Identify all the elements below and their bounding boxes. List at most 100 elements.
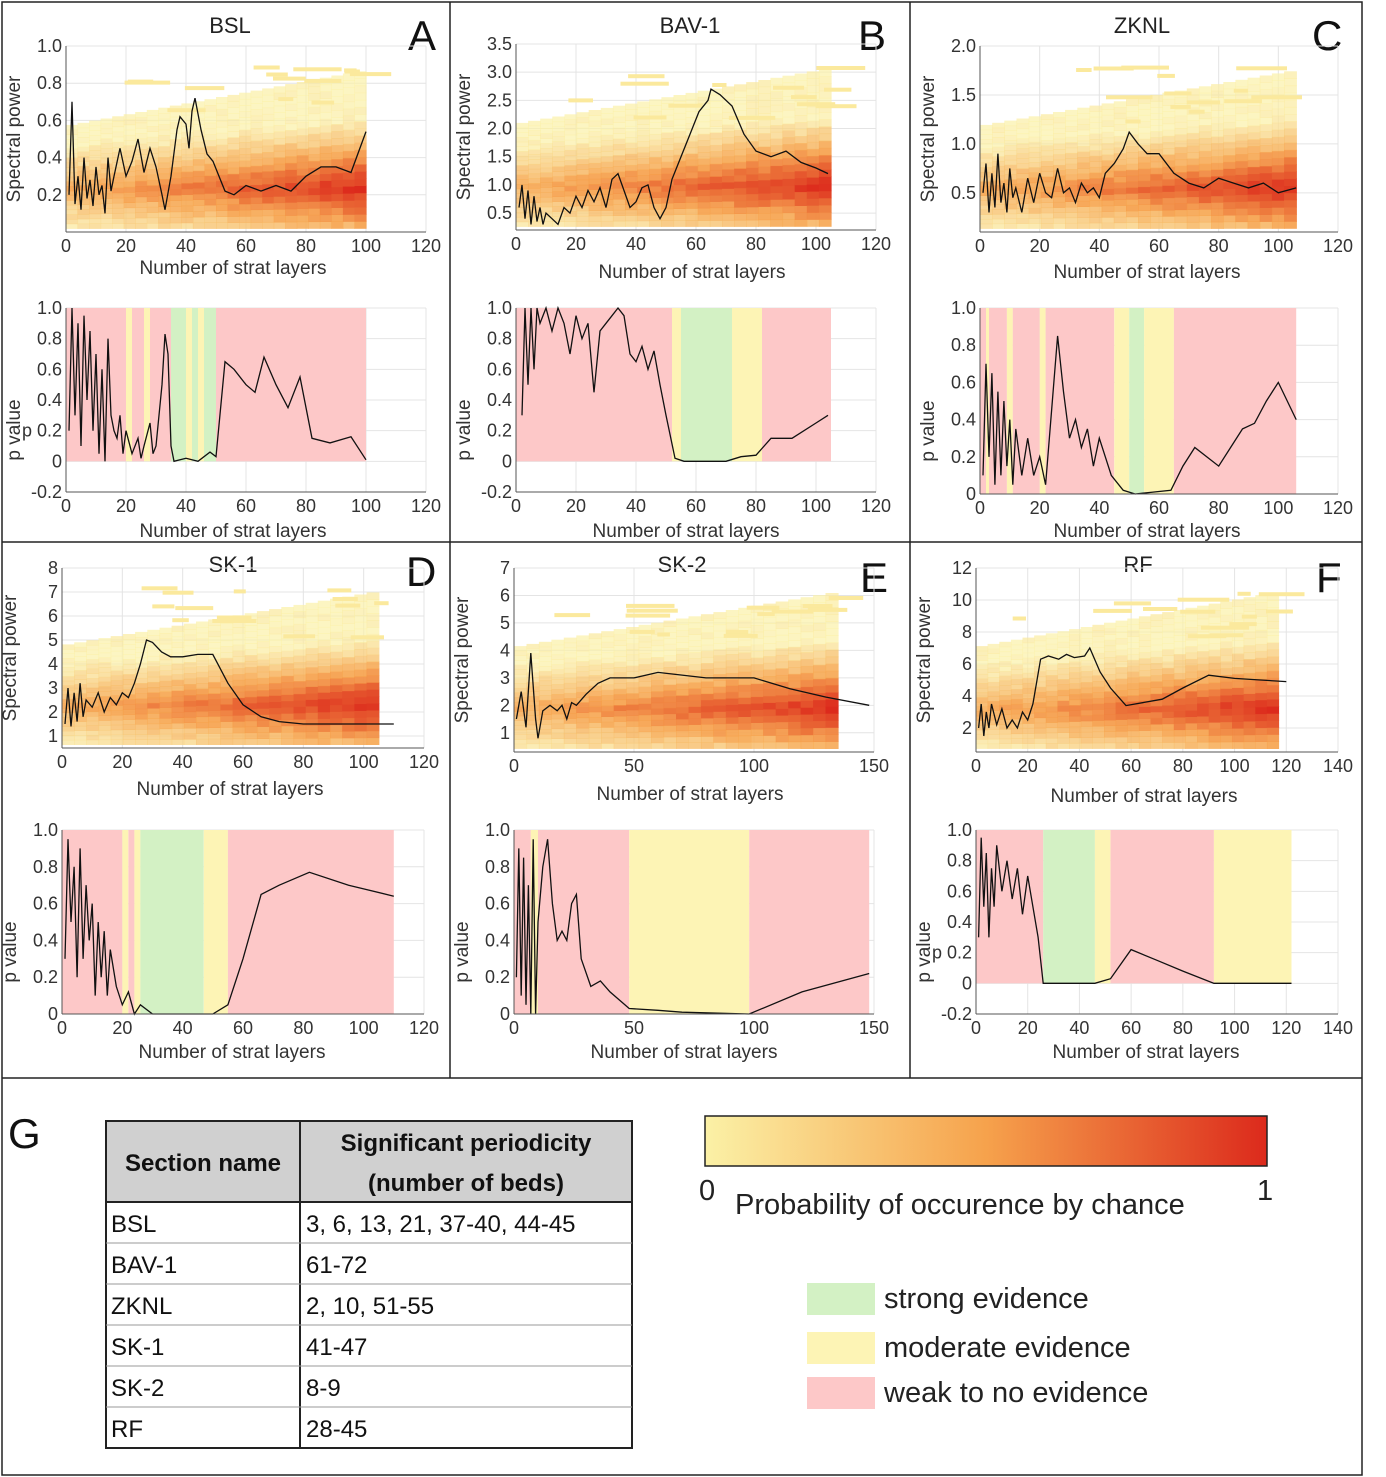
heatmap-cell bbox=[1150, 119, 1164, 126]
heatmap-cell bbox=[239, 129, 252, 137]
heatmap-cell bbox=[588, 706, 602, 713]
heatmap-cell bbox=[825, 734, 839, 742]
heatmap-cell bbox=[734, 187, 747, 195]
heatmap-cell bbox=[770, 172, 784, 180]
heatmap-cell bbox=[625, 114, 638, 121]
heatmap-cell bbox=[1115, 725, 1128, 732]
heatmap-cell bbox=[563, 687, 577, 694]
heatmap-cell bbox=[1065, 142, 1078, 149]
heatmap-cell bbox=[1173, 672, 1186, 680]
table-header-bg bbox=[106, 1121, 632, 1202]
heatmap-cell bbox=[66, 139, 79, 145]
heatmap-cell bbox=[1223, 115, 1237, 123]
heatmap-cell bbox=[158, 184, 171, 191]
heatmap-cell bbox=[813, 678, 827, 687]
heatmap-cell bbox=[700, 699, 714, 707]
heatmap-cell bbox=[999, 675, 1012, 682]
heatmap-cell bbox=[1080, 720, 1093, 727]
heatmap-cell bbox=[220, 721, 234, 728]
heatmap-cell bbox=[1028, 213, 1042, 219]
heatmap-outlier bbox=[620, 81, 669, 86]
heatmap-cell bbox=[98, 739, 112, 745]
heatmap-cell bbox=[1028, 157, 1042, 163]
heatmap-cell bbox=[1080, 726, 1093, 733]
heatmap-cell bbox=[135, 652, 148, 659]
heatmap-cell bbox=[625, 176, 638, 183]
heatmap-cell bbox=[1104, 634, 1117, 641]
heatmap-cell bbox=[697, 201, 711, 209]
spectral-x-tick-label: 0 bbox=[511, 234, 521, 254]
heatmap-cell bbox=[676, 653, 690, 661]
heatmap-cell bbox=[100, 148, 113, 154]
heatmap-cell bbox=[551, 713, 565, 720]
heatmap-cell bbox=[794, 136, 808, 144]
heatmap-cell bbox=[281, 688, 295, 695]
heatmap-cell bbox=[663, 725, 677, 732]
heatmap-cell bbox=[89, 189, 102, 195]
heatmap-cell bbox=[256, 635, 270, 643]
heatmap-cell bbox=[317, 705, 331, 713]
heatmap-cell bbox=[1150, 167, 1164, 175]
heatmap-cell bbox=[1220, 614, 1233, 623]
heatmap-cell bbox=[331, 131, 344, 139]
pvalue-y-tick-label: -0.2 bbox=[481, 482, 512, 502]
heatmap-cell bbox=[183, 673, 197, 680]
heatmap-cell bbox=[1138, 616, 1152, 623]
heatmap-cell bbox=[788, 694, 802, 702]
heatmap-cell bbox=[514, 725, 528, 731]
heatmap-cell bbox=[1016, 123, 1030, 130]
heatmap-cell bbox=[330, 704, 343, 712]
heatmap-cell bbox=[1065, 196, 1078, 202]
heatmap-cell bbox=[208, 664, 221, 672]
spectral-y-tick-label: 0.2 bbox=[37, 185, 62, 205]
heatmap-cell bbox=[1104, 731, 1117, 738]
heatmap-cell bbox=[239, 117, 252, 125]
heatmap-cell bbox=[232, 697, 246, 704]
heatmap-cell bbox=[293, 712, 307, 720]
heatmap-cell bbox=[354, 737, 368, 745]
heatmap-cell bbox=[794, 212, 808, 220]
heatmap-cell bbox=[62, 658, 75, 664]
heatmap-cell bbox=[1150, 650, 1163, 658]
heatmap-cell bbox=[1034, 640, 1047, 647]
heatmap-cell bbox=[770, 77, 784, 86]
heatmap-cell bbox=[1284, 164, 1297, 172]
heatmap-cell bbox=[1004, 223, 1018, 229]
heatmap-cell bbox=[1045, 706, 1058, 713]
heatmap-cell bbox=[74, 679, 87, 685]
heatmap-cell bbox=[227, 161, 240, 169]
table-cell-value: 2, 10, 51-55 bbox=[306, 1293, 434, 1320]
heatmap-cell bbox=[637, 180, 650, 188]
heatmap-cell bbox=[526, 719, 540, 726]
heatmap-cell bbox=[308, 201, 321, 209]
heatmap-cell bbox=[782, 144, 796, 152]
heatmap-cell bbox=[1126, 222, 1139, 229]
heatmap-cell bbox=[135, 122, 148, 129]
heatmap-cell bbox=[1089, 206, 1103, 213]
heatmap-cell bbox=[1053, 117, 1066, 124]
heatmap-cell bbox=[330, 731, 343, 739]
heatmap-cell bbox=[1150, 614, 1163, 621]
heatmap-cell bbox=[305, 718, 319, 726]
heatmap-cell bbox=[1271, 73, 1285, 81]
heatmap-cell bbox=[825, 670, 839, 679]
heatmap-cell bbox=[1034, 681, 1047, 688]
periodicity-table: Section name Significant periodicity (nu… bbox=[105, 1120, 633, 1449]
heatmap-cell bbox=[135, 223, 148, 229]
heatmap-cell bbox=[1247, 214, 1261, 222]
heatmap-cell bbox=[1034, 645, 1047, 652]
heatmap-cell bbox=[637, 203, 650, 210]
heatmap-cell bbox=[1057, 727, 1070, 733]
heatmap-cell bbox=[285, 136, 298, 144]
heatmap-cell bbox=[625, 215, 638, 222]
heatmap-cell bbox=[342, 94, 355, 103]
heatmap-cell bbox=[551, 698, 565, 705]
heatmap-cell bbox=[825, 656, 839, 665]
heatmap-cell bbox=[1208, 728, 1221, 736]
heatmap-cell bbox=[725, 616, 739, 624]
heatmap-cell bbox=[528, 178, 541, 184]
heatmap-cell bbox=[256, 738, 270, 745]
heatmap-cell bbox=[625, 170, 638, 177]
heatmap-cell bbox=[1127, 630, 1140, 637]
